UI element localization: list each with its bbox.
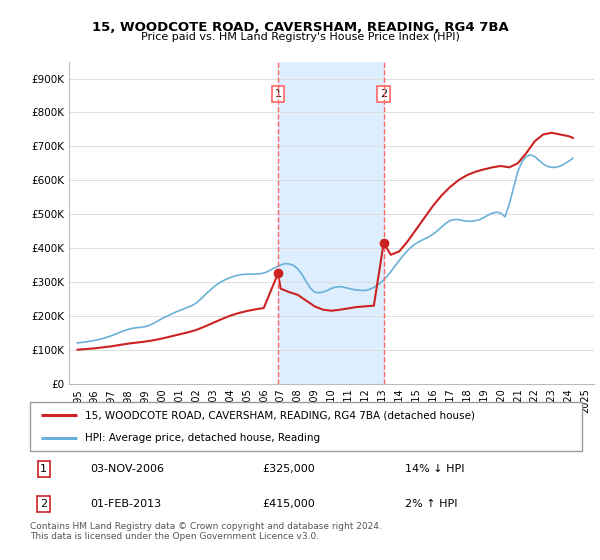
Text: 1: 1 bbox=[40, 464, 47, 474]
Text: 1: 1 bbox=[274, 89, 281, 99]
Bar bbox=[278, 62, 383, 384]
Text: 2: 2 bbox=[40, 499, 47, 509]
Text: 01-FEB-2013: 01-FEB-2013 bbox=[91, 499, 162, 509]
Text: Price paid vs. HM Land Registry's House Price Index (HPI): Price paid vs. HM Land Registry's House … bbox=[140, 32, 460, 43]
Text: 14% ↓ HPI: 14% ↓ HPI bbox=[406, 464, 465, 474]
Text: HPI: Average price, detached house, Reading: HPI: Average price, detached house, Read… bbox=[85, 433, 320, 444]
Text: 2% ↑ HPI: 2% ↑ HPI bbox=[406, 499, 458, 509]
FancyBboxPatch shape bbox=[30, 402, 582, 451]
Text: £325,000: £325,000 bbox=[262, 464, 314, 474]
Text: £415,000: £415,000 bbox=[262, 499, 314, 509]
Text: Contains HM Land Registry data © Crown copyright and database right 2024.
This d: Contains HM Land Registry data © Crown c… bbox=[30, 522, 382, 542]
Text: 15, WOODCOTE ROAD, CAVERSHAM, READING, RG4 7BA: 15, WOODCOTE ROAD, CAVERSHAM, READING, R… bbox=[92, 21, 508, 34]
Text: 2: 2 bbox=[380, 89, 387, 99]
Text: 03-NOV-2006: 03-NOV-2006 bbox=[91, 464, 165, 474]
Text: 15, WOODCOTE ROAD, CAVERSHAM, READING, RG4 7BA (detached house): 15, WOODCOTE ROAD, CAVERSHAM, READING, R… bbox=[85, 410, 475, 421]
